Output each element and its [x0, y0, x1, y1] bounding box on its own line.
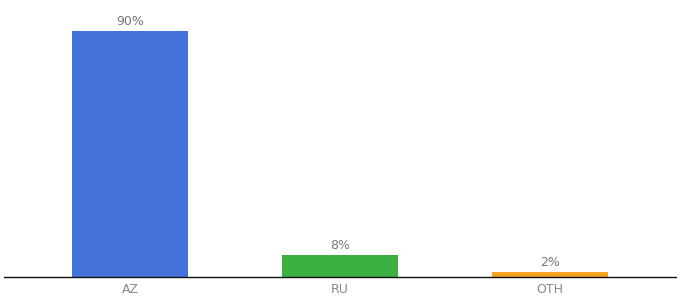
Text: 2%: 2%: [540, 256, 560, 268]
Bar: [492, 272, 608, 277]
Bar: [282, 255, 398, 277]
Bar: [72, 32, 188, 277]
Text: 90%: 90%: [116, 15, 144, 28]
Text: 8%: 8%: [330, 239, 350, 252]
